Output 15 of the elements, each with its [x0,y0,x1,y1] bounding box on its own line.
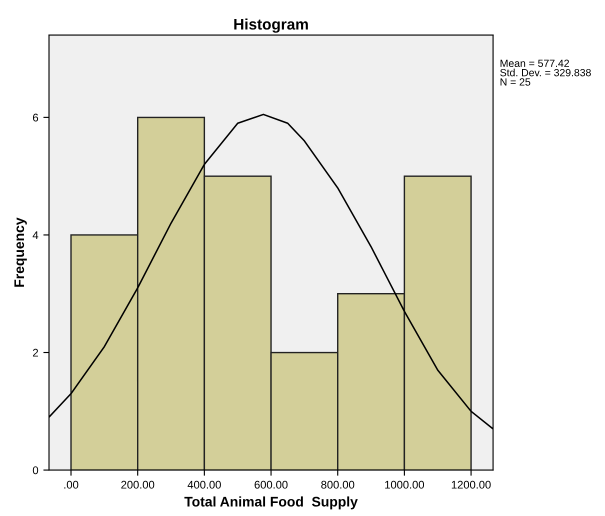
x-tick-label: 600.00 [254,480,288,489]
x-tick-label: 200.00 [121,480,154,489]
y-tick-label: 6 [32,114,38,122]
x-tick-label: .00 [64,480,78,489]
x-tick-label: 1200.00 [452,480,491,489]
x-tick-label: 1000.00 [385,480,424,489]
chart-title: Histogram [234,18,308,33]
text: Mean = 577.42 Std. Dev. = 329.838 N = 25 [500,60,591,86]
y-tick-label: 2 [32,348,38,357]
y-axis-title: Frequency [14,218,27,287]
x-tick-label: 400.00 [188,480,221,489]
x-axis-title: Total Animal Food Supply [184,496,358,510]
y-tick-label: 0 [32,466,38,474]
x-tick-label: 800.00 [321,480,354,489]
y-tick-label: 4 [32,231,38,239]
